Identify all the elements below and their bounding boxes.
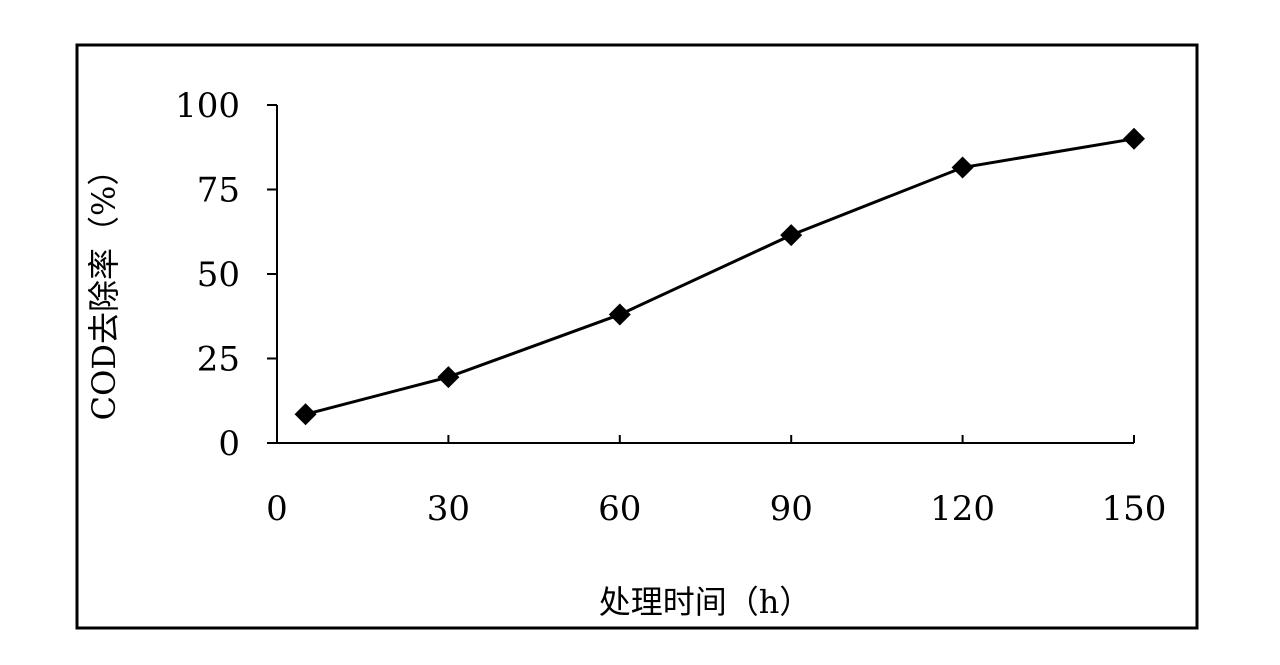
chart-border [75,43,1199,630]
series-line [305,137,1135,416]
y-axis-title: COD去除率（%） [85,154,123,421]
y-tick-label: 25 [197,340,240,380]
data-point-diamond [780,224,803,247]
y-tick-label: 100 [175,86,240,126]
x-tick-label: 90 [770,489,813,529]
y-tick-label: 0 [218,424,240,464]
data-point-diamond [294,403,317,426]
y-tick-label: 75 [197,171,240,211]
x-axis-title: 处理时间（h） [599,583,812,621]
x-tick-label: 0 [266,489,288,529]
data-point-diamond [437,366,460,389]
data-point-diamond [951,156,974,179]
data-point-diamond [608,303,631,326]
x-tick-label: 120 [930,489,995,529]
y-tick-label: 50 [197,255,240,295]
x-tick-label: 150 [1102,489,1167,529]
x-tick-label: 60 [598,489,641,529]
x-axis-ticks: 0 30 60 90 120 150 [266,435,1166,529]
data-series [294,127,1145,426]
y-axis-ticks: 0 25 50 75 100 [175,86,277,464]
x-tick-label: 30 [427,489,470,529]
data-point-diamond [1123,127,1145,150]
